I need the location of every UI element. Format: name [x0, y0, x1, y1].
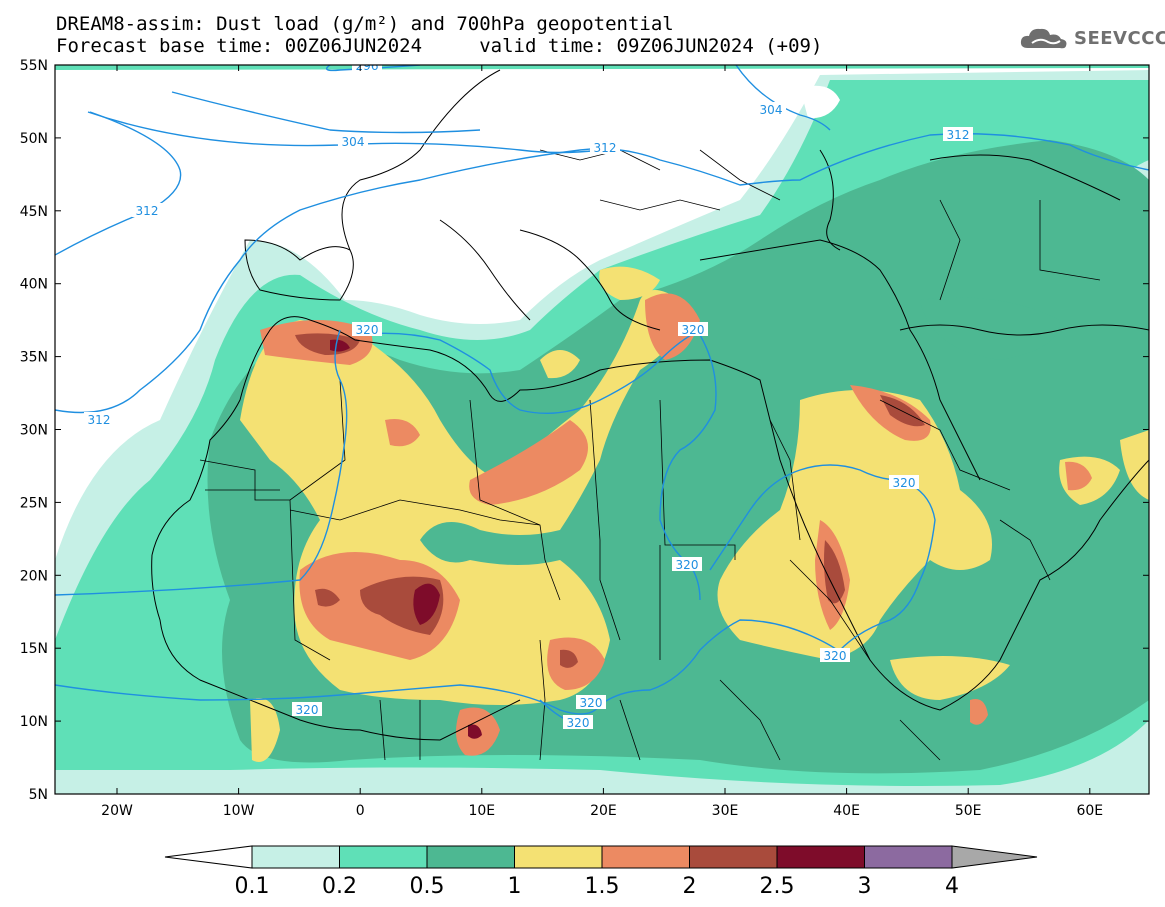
lon-label: 20W	[101, 803, 133, 819]
contour-label: 320	[893, 476, 916, 490]
contour-labels: 296 304 304 312 312 312 312 320 320 320 320 320 320 3…	[88, 59, 970, 730]
latitude-axis: 55N 50N 45N 40N 35N 30N 25N 20N 15N 10N 5N	[20, 58, 1149, 803]
colorbar-label: 0.2	[322, 874, 357, 899]
lon-label: 20E	[590, 803, 617, 819]
logo-text: SEEVCCC	[1074, 27, 1165, 49]
contour-label-backgrounds	[84, 65, 973, 729]
contour-label: 320	[296, 703, 319, 717]
lat-label: 55N	[20, 58, 48, 74]
lat-label: 30N	[20, 423, 48, 439]
contour-label: 312	[594, 141, 617, 155]
colorbar-swatch	[864, 845, 953, 869]
lon-label: 50E	[955, 803, 982, 819]
contour-label: 320	[824, 649, 847, 663]
colorbar: 0.1 0.2 0.5 1 1.5 2 2.5 3 4	[164, 845, 1038, 899]
colorbar-swatch	[426, 845, 515, 869]
colorbar-label: 1	[508, 874, 522, 899]
lat-label: 25N	[20, 495, 48, 511]
contour-label: 320	[676, 558, 699, 572]
lat-label: 35N	[20, 350, 48, 366]
map-title: DREAM8-assim: Dust load (g/m²) and 700hP…	[56, 13, 674, 35]
contour-label: 304	[342, 135, 365, 149]
lat-label: 5N	[29, 787, 48, 803]
colorbar-swatch	[689, 845, 778, 869]
lat-label: 10N	[20, 714, 48, 730]
colorbar-swatch	[514, 845, 603, 869]
colorbar-label: 0.1	[235, 874, 270, 899]
longitude-axis: 20W 10W 0 10E 20E 30E 40E 50E 60E	[101, 65, 1103, 819]
cloud-icon	[1020, 28, 1067, 49]
lat-label: 50N	[20, 131, 48, 147]
colorbar-label: 3	[858, 874, 872, 899]
contour-label: 320	[356, 323, 379, 337]
lon-label: 10W	[223, 803, 255, 819]
lon-label: 10E	[468, 803, 495, 819]
colorbar-high-arrow	[951, 845, 1038, 869]
seevccc-logo: SEEVCCC	[1018, 24, 1165, 52]
colorbar-swatch	[251, 845, 340, 869]
forecast-time-line: Forecast base time: 00Z06JUN2024 valid t…	[56, 35, 823, 57]
colorbar-swatch	[339, 845, 428, 869]
geopotential-contours	[55, 65, 1149, 726]
colorbar-label: 4	[945, 874, 959, 899]
colorbar-label: 1.5	[585, 874, 620, 899]
lon-label: 30E	[712, 803, 739, 819]
lat-label: 15N	[20, 641, 48, 657]
contour-label: 304	[760, 103, 783, 117]
contour-label: 296	[356, 59, 379, 73]
contour-label: 320	[567, 716, 590, 730]
contour-label: 320	[580, 696, 603, 710]
contour-label: 320	[682, 323, 705, 337]
colorbar-swatch	[601, 845, 690, 869]
colorbar-label: 2	[683, 874, 697, 899]
colorbar-swatch	[776, 845, 865, 869]
coastlines	[151, 69, 1149, 741]
lon-label: 60E	[1076, 803, 1103, 819]
contour-label: 312	[136, 204, 159, 218]
lon-label: 40E	[833, 803, 860, 819]
lat-label: 45N	[20, 204, 48, 220]
country-borders	[199, 149, 1101, 761]
colorbar-label: 2.5	[760, 874, 795, 899]
lon-label: 0	[356, 803, 365, 819]
colorbar-label: 0.5	[410, 874, 445, 899]
contour-label: 312	[947, 128, 970, 142]
lat-label: 40N	[20, 277, 48, 293]
lat-label: 20N	[20, 568, 48, 584]
contour-label: 312	[88, 413, 111, 427]
colorbar-low-arrow	[164, 845, 253, 869]
